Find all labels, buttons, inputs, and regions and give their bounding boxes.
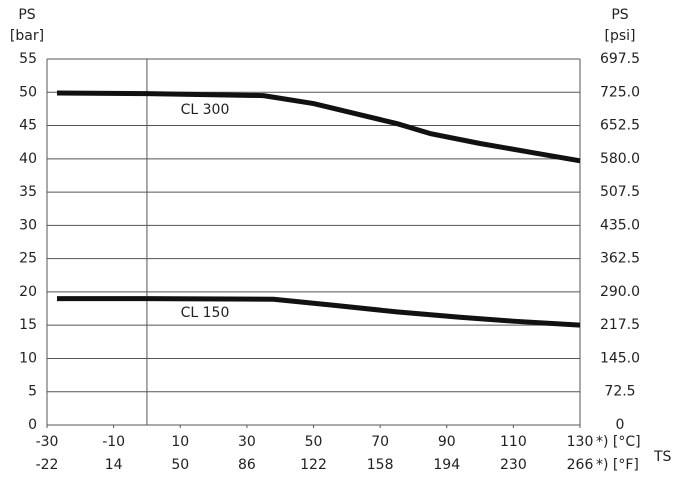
y2-tick-label: 362.5 — [600, 251, 640, 267]
y2-tick-label: 145.0 — [600, 350, 640, 366]
y-tick-label: 50 — [19, 84, 37, 100]
y2-tick-label: 217.5 — [600, 317, 640, 333]
x2-tick-label: 86 — [238, 457, 256, 473]
x2-tick-label: 50 — [171, 457, 189, 473]
x2-tick-label: 122 — [300, 457, 327, 473]
y-tick-label: 0 — [28, 417, 37, 433]
y-tick-label: 25 — [19, 251, 37, 267]
x2-unit: *) [°F] — [596, 457, 639, 473]
y2-axis-label: [psi] — [605, 28, 636, 44]
y2-axis-label: PS — [611, 7, 628, 23]
y2-tick-label: 435.0 — [600, 217, 640, 233]
x-tick-label: -10 — [102, 434, 125, 450]
x-tick-label: 130 — [567, 434, 594, 450]
x-tick-label: 50 — [305, 434, 323, 450]
y-tick-label: 40 — [19, 151, 37, 167]
y2-tick-label: 0 — [616, 417, 625, 433]
y2-tick-label: 697.5 — [600, 51, 640, 67]
y-tick-label: 20 — [19, 284, 37, 300]
y-tick-label: 5 — [28, 384, 37, 400]
x-tick-label: 90 — [438, 434, 456, 450]
y-tick-label: 30 — [19, 217, 37, 233]
x2-tick-label: 14 — [105, 457, 123, 473]
y-tick-label: 35 — [19, 184, 37, 200]
x-tick-label: 30 — [238, 434, 256, 450]
x2-tick-label: 230 — [500, 457, 527, 473]
y2-tick-label: 290.0 — [600, 284, 640, 300]
x-tick-label: 110 — [500, 434, 527, 450]
y2-tick-label: 580.0 — [600, 151, 640, 167]
y-tick-label: 55 — [19, 51, 37, 67]
x-tick-label: -30 — [36, 434, 59, 450]
x2-tick-label: -22 — [36, 457, 59, 473]
x-axis-label: TS — [653, 449, 672, 465]
y-tick-label: 15 — [19, 317, 37, 333]
x2-tick-label: 194 — [433, 457, 460, 473]
y2-tick-label: 507.5 — [600, 184, 640, 200]
y2-tick-label: 72.5 — [604, 384, 635, 400]
y-axis-label: [bar] — [10, 28, 44, 44]
x-tick-label: 70 — [371, 434, 389, 450]
y2-tick-label: 652.5 — [600, 118, 640, 134]
x-tick-label: 10 — [171, 434, 189, 450]
x2-tick-label: 158 — [367, 457, 394, 473]
x2-tick-label: 266 — [567, 457, 594, 473]
x-unit: *) [°C] — [596, 434, 641, 450]
series-line — [56, 296, 581, 328]
y-tick-label: 45 — [19, 118, 37, 134]
y2-tick-label: 725.0 — [600, 84, 640, 100]
series-line — [56, 90, 581, 164]
y-tick-label: 10 — [19, 350, 37, 366]
y-axis-label: PS — [18, 7, 35, 23]
series-label: CL 150 — [181, 305, 230, 321]
series-label: CL 300 — [181, 102, 230, 118]
